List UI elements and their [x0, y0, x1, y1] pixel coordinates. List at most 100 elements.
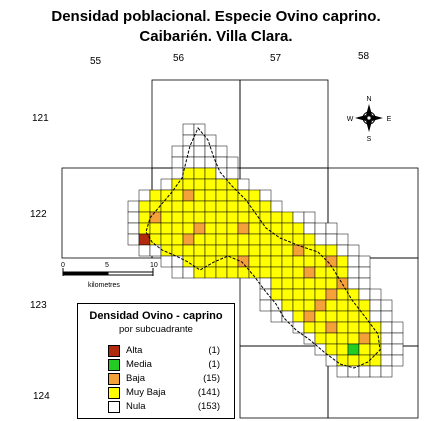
subquadrant-cell: [303, 244, 316, 257]
subquadrant-cell: [226, 211, 239, 224]
legend: Densidad Ovino - caprino por subcuadrant…: [77, 303, 235, 419]
subquadrant-cell: [193, 189, 206, 202]
subquadrant-cell: [248, 244, 261, 257]
subquadrant-cell: [127, 222, 140, 235]
subquadrant-cell: [226, 255, 239, 268]
subquadrant-cell: [391, 343, 404, 356]
subquadrant-cell: [303, 310, 316, 323]
col-label-58: 58: [358, 51, 370, 62]
subquadrant-cell: [336, 244, 349, 257]
subquadrant-cell: [182, 178, 195, 191]
subquadrant-cell: [292, 288, 305, 301]
subquadrant-cell: [325, 222, 338, 235]
subquadrant-cell: [336, 321, 349, 334]
subquadrant-cell: [226, 266, 239, 279]
subquadrant-cell: [259, 266, 272, 279]
subquadrant-cell: [193, 156, 206, 169]
subquadrant-cell: [369, 321, 382, 334]
subquadrant-cell: [270, 244, 283, 257]
subquadrant-cell: [193, 266, 206, 279]
legend-subtitle: por subcuadrante: [119, 324, 193, 335]
subquadrant-cell: [171, 233, 184, 246]
subquadrant-cell: [215, 200, 228, 213]
subquadrant-cell: [226, 200, 239, 213]
subquadrant-cell: [171, 156, 184, 169]
subquadrant-cell: [358, 321, 371, 334]
subquadrant-cell: [358, 255, 371, 268]
subquadrant-cell: [369, 288, 382, 301]
subquadrant-cell: [259, 222, 272, 235]
subquadrant-cell: [314, 277, 327, 290]
subquadrant-cell: [248, 189, 261, 202]
subquadrant-cell: [325, 332, 338, 345]
subquadrant-cell: [248, 222, 261, 235]
subquadrant-cell: [204, 211, 217, 224]
subquadrant-cell: [314, 222, 327, 235]
subquadrant-cell: [303, 233, 316, 246]
subquadrant-cell: [281, 244, 294, 257]
subquadrant-cell: [358, 277, 371, 290]
subquadrant-cell: [369, 299, 382, 312]
subquadrant-cell: [380, 354, 393, 367]
subquadrant-cell: [281, 222, 294, 235]
legend-item-muy-baja: Muy Baja (141): [108, 387, 228, 399]
subquadrant-cell: [358, 288, 371, 301]
subquadrant-cell: [215, 211, 228, 224]
subquadrant-cell: [204, 134, 217, 147]
legend-swatch: [108, 345, 120, 357]
subquadrant-cell: [149, 222, 162, 235]
subquadrant-cell: [380, 332, 393, 345]
subquadrant-cell: [336, 255, 349, 268]
legend-label: Baja: [126, 373, 146, 384]
subquadrant-cell: [226, 222, 239, 235]
subquadrant-cell: [358, 332, 371, 345]
subquadrant-cell: [237, 222, 250, 235]
subquadrant-cell: [270, 200, 283, 213]
subquadrant-cell: [325, 288, 338, 301]
subquadrant-cell: [347, 244, 360, 257]
subquadrant-cell: [226, 189, 239, 202]
subquadrant-cell: [204, 233, 217, 246]
scale-mid: 5: [105, 262, 109, 269]
subquadrant-cell: [270, 222, 283, 235]
subquadrant-cell: [325, 277, 338, 290]
subquadrant-cell: [182, 233, 195, 246]
legend-swatch: [108, 373, 120, 385]
scale-bar: [62, 268, 154, 276]
subquadrant-cell: [204, 200, 217, 213]
scale-unit: kilometres: [88, 282, 120, 289]
subquadrant-cell: [127, 200, 140, 213]
subquadrant-cell: [215, 145, 228, 158]
legend-count: (15): [203, 373, 220, 384]
subquadrant-cell: [259, 200, 272, 213]
subquadrant-cell: [226, 233, 239, 246]
legend-item-nula: Nula (153): [108, 401, 228, 413]
subquadrant-cell: [204, 167, 217, 180]
subquadrant-cell: [193, 178, 206, 191]
subquadrant-cell: [358, 310, 371, 323]
subquadrant-cell: [358, 299, 371, 312]
subquadrant-cell: [347, 266, 360, 279]
subquadrant-cell: [160, 178, 173, 191]
subquadrant-cell: [270, 288, 283, 301]
subquadrant-cell: [204, 189, 217, 202]
subquadrant-grid: [127, 123, 404, 378]
subquadrant-cell: [237, 244, 250, 257]
legend-swatch: [108, 359, 120, 371]
subquadrant-cell: [314, 321, 327, 334]
subquadrant-cell: [138, 189, 151, 202]
map-title-line1: Densidad poblacional. Especie Ovino capr…: [51, 8, 381, 25]
subquadrant-cell: [303, 321, 316, 334]
subquadrant-cell: [204, 244, 217, 257]
subquadrant-cell: [325, 354, 338, 367]
legend-count: (153): [197, 401, 220, 412]
row-label-124: 124: [33, 391, 50, 402]
subquadrant-cell: [270, 266, 283, 279]
subquadrant-cell: [347, 321, 360, 334]
col-label-56: 56: [173, 53, 185, 64]
subquadrant-cell: [380, 299, 393, 312]
subquadrant-cell: [347, 310, 360, 323]
subquadrant-cell: [237, 233, 250, 246]
subquadrant-cell: [358, 354, 371, 367]
subquadrant-cell: [303, 255, 316, 268]
